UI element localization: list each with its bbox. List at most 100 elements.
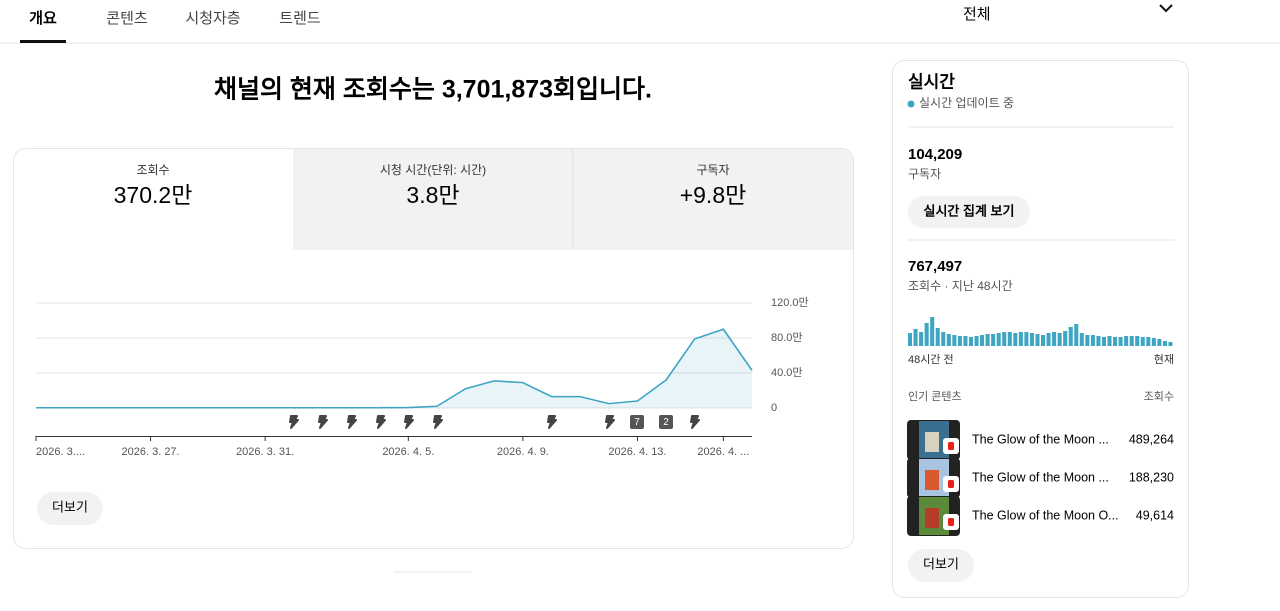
bar <box>985 334 990 346</box>
bar <box>1041 335 1046 346</box>
views-header: 조회수 <box>1144 390 1174 403</box>
top-content-header: 인기 콘텐츠 <box>908 390 962 403</box>
bar <box>963 336 968 346</box>
thumbnail-art[interactable] <box>925 470 939 490</box>
content-title[interactable]: The Glow of the Moon O... <box>972 508 1119 522</box>
content-title[interactable]: The Glow of the Moon ... <box>972 432 1109 446</box>
bar <box>952 335 957 346</box>
line-chart: 0 40.0만 80.0만 120.0만 2026. 3.... 2026. 3. 27.… <box>35 296 809 458</box>
shorts-badge-icon[interactable] <box>948 480 954 488</box>
tab[interactable]: 개요 <box>29 9 57 27</box>
metric-label[interactable]: 조회수 <box>136 163 169 177</box>
event-badge-bg[interactable] <box>659 415 673 429</box>
shorts-icon[interactable] <box>433 415 443 429</box>
content-title[interactable]: The Glow of the Moon ... <box>972 470 1109 484</box>
bar <box>1035 334 1040 346</box>
bar <box>968 337 973 346</box>
realtime-button[interactable]: 실시간 집계 보기 <box>924 203 1015 218</box>
bar <box>1018 332 1023 346</box>
tab[interactable]: 트렌드 <box>279 10 321 27</box>
bar <box>1129 336 1134 346</box>
bar <box>1157 339 1162 346</box>
bar <box>1107 336 1112 346</box>
bar <box>941 332 946 346</box>
event-badge-bg[interactable] <box>630 415 644 429</box>
bar <box>991 334 996 346</box>
x-tick-label: 2026. 3. 27. <box>122 446 180 458</box>
more-button-bg[interactable] <box>37 492 103 525</box>
shorts-icon[interactable] <box>605 415 615 429</box>
more-button[interactable]: 더보기 <box>52 499 88 514</box>
headline: 채널의 현재 조회수는 3,701,873회입니다. <box>214 76 652 104</box>
y-tick-label: 80.0만 <box>771 331 803 344</box>
bar <box>1118 337 1123 346</box>
bar <box>935 328 940 346</box>
x-tick-label: 2026. 4. 13. <box>608 446 666 458</box>
bar <box>974 336 979 346</box>
tab[interactable]: 시청자층 <box>185 10 240 27</box>
metric-label[interactable]: 구독자 <box>696 163 729 177</box>
y-tick-label: 0 <box>771 402 777 414</box>
event-badge[interactable]: 2 <box>663 417 669 428</box>
shorts-icon[interactable] <box>404 415 414 429</box>
bar <box>1057 333 1062 346</box>
bar <box>1002 332 1007 346</box>
live-dot <box>907 100 915 108</box>
views-48h: 767,497 <box>908 258 962 275</box>
shorts-badge-icon[interactable] <box>948 442 954 450</box>
subscriber-label: 구독자 <box>908 167 941 181</box>
bar <box>1046 333 1051 346</box>
tab-indicator <box>20 40 66 43</box>
bar <box>1007 332 1012 346</box>
shorts-icon[interactable] <box>347 415 357 429</box>
bar <box>1024 332 1029 346</box>
bar <box>924 323 929 346</box>
axis-end: 현재 <box>1154 353 1174 366</box>
x-tick-label: 2026. 4. 9. <box>497 446 549 458</box>
thumbnail-art[interactable] <box>925 432 939 452</box>
area <box>36 329 752 408</box>
shorts-badge-icon[interactable] <box>948 518 954 526</box>
bar <box>1162 341 1167 346</box>
x-tick-label: 2026. 3.... <box>36 446 85 458</box>
bar <box>1124 336 1129 346</box>
views-48h-label: 조회수 · 지난 48시간 <box>908 279 1013 293</box>
period-select[interactable]: 전체 <box>963 6 991 23</box>
shorts-icon[interactable] <box>690 415 700 429</box>
more-button[interactable]: 더보기 <box>923 556 959 571</box>
metric-label[interactable]: 시청 시간(단위: 시간) <box>380 163 486 177</box>
content-views: 489,264 <box>1129 432 1174 446</box>
bar <box>1101 337 1106 346</box>
metric-value[interactable]: 370.2만 <box>114 182 193 208</box>
bar <box>996 333 1001 346</box>
shorts-icon[interactable] <box>289 415 299 429</box>
chevron[interactable] <box>1159 4 1173 13</box>
tab[interactable]: 콘텐츠 <box>106 10 148 27</box>
bar <box>946 334 951 346</box>
more-button-bg[interactable] <box>908 549 974 582</box>
bar <box>930 317 935 346</box>
bar <box>1090 335 1095 346</box>
shorts-icon[interactable] <box>547 415 557 429</box>
realtime-button-bg[interactable] <box>908 196 1030 228</box>
bar <box>957 336 962 346</box>
x-tick-label: 2026. 4. 5. <box>382 446 434 458</box>
event-badge[interactable]: 7 <box>634 417 640 428</box>
shorts-icon[interactable] <box>376 415 386 429</box>
bar <box>1013 333 1018 346</box>
shorts-icon[interactable] <box>318 415 328 429</box>
bar <box>1146 337 1151 346</box>
bar <box>1052 332 1057 346</box>
bar <box>980 335 985 346</box>
metric-value[interactable]: +9.8만 <box>680 182 747 208</box>
thumbnail-art[interactable] <box>925 508 939 528</box>
bar <box>919 332 924 346</box>
hourly-bars <box>908 317 1173 346</box>
bar <box>1029 333 1034 346</box>
bar <box>1168 342 1173 346</box>
bar <box>913 329 918 346</box>
metric-value[interactable]: 3.8만 <box>406 182 459 208</box>
axis-start: 48시간 전 <box>908 353 954 366</box>
bar <box>1140 337 1145 346</box>
